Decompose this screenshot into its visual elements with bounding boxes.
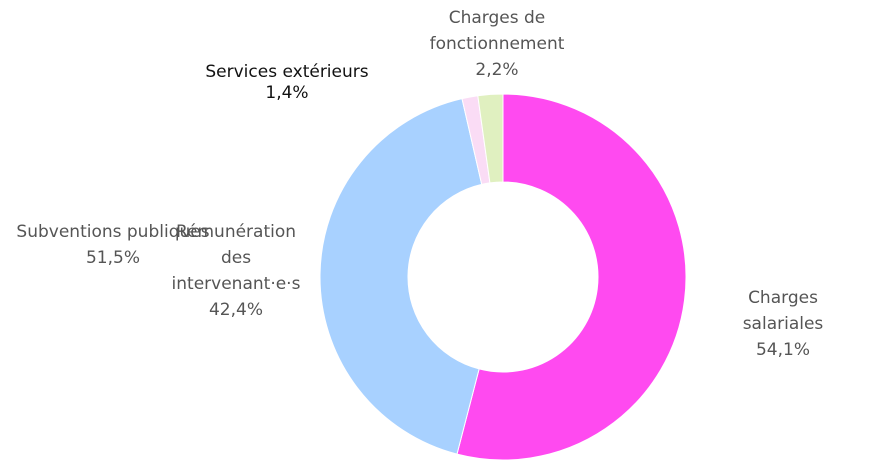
label-text: Charges salariales [742, 288, 824, 334]
label-value: 2,2% [475, 60, 519, 80]
slice-label: Rémunération des intervenant·e·s 42,4% [172, 219, 301, 323]
label-value: 54,1% [755, 340, 810, 360]
label-value: 42,4% [208, 300, 264, 320]
slice [477, 93, 504, 184]
slice [456, 93, 687, 461]
slice-label: Subventions publiques 51,5% [16, 219, 209, 271]
label-value: 1,4% [265, 83, 309, 103]
slice-label: Charges salariales 54,1% [733, 285, 833, 363]
slice-label: Charges de fonctionnement 2,2% [430, 5, 565, 83]
label-text: Subventions publiques [16, 222, 210, 242]
label-text: Rémunération des intervenant·e·s [171, 222, 301, 294]
label-value: 51,5% [85, 248, 141, 268]
slice [319, 98, 483, 455]
slice-label: Services extérieurs 1,4% [205, 62, 368, 104]
label-text: Services extérieurs [205, 62, 369, 82]
label-text: Charges de fonctionnement [429, 8, 565, 54]
